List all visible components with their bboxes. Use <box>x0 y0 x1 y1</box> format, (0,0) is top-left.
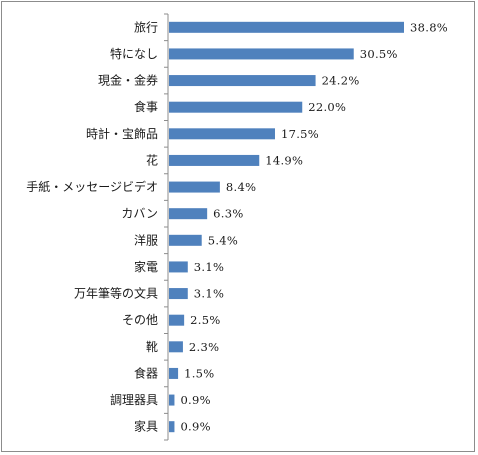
bar <box>169 421 175 433</box>
data-label: 3.1% <box>194 287 224 301</box>
bar <box>169 75 316 87</box>
category-label: 洋服 <box>134 232 158 247</box>
category-label: 旅行 <box>134 20 158 34</box>
category-label: 調理器具 <box>110 393 158 407</box>
category-label: 手紙・メッセージビデオ <box>26 179 158 194</box>
bar <box>169 101 303 113</box>
data-label: 22.0% <box>308 100 346 114</box>
category-label: 現金・金券 <box>98 73 158 88</box>
data-label: 8.4% <box>226 180 256 194</box>
bar <box>169 128 275 140</box>
category-label: 家具 <box>134 419 158 434</box>
category-label: 花 <box>146 152 158 167</box>
category-label: 靴 <box>146 340 158 354</box>
category-label: 食事 <box>134 99 158 114</box>
bar <box>169 208 208 220</box>
data-label: 5.4% <box>208 233 238 247</box>
category-label: その他 <box>122 313 158 327</box>
bar <box>169 288 188 300</box>
bar <box>169 367 179 379</box>
data-label: 30.5% <box>360 47 398 61</box>
category-label: 特になし <box>110 46 158 61</box>
bar <box>169 261 188 273</box>
bar <box>169 154 260 166</box>
data-label: 2.3% <box>189 340 219 354</box>
category-axis-ticks <box>164 13 168 441</box>
bar <box>169 314 185 326</box>
bar <box>169 181 220 193</box>
data-label: 1.5% <box>184 366 214 380</box>
bar <box>169 48 354 60</box>
bar <box>169 234 202 246</box>
category-label: 家電 <box>134 259 158 274</box>
data-label: 17.5% <box>281 127 319 141</box>
data-label: 24.2% <box>322 74 360 88</box>
bar <box>169 21 404 33</box>
data-label: 0.9% <box>180 420 210 434</box>
category-labels: 旅行特になし現金・金券食事時計・宝飾品花手紙・メッセージビデオカバン洋服家電万年… <box>26 20 158 433</box>
bar <box>169 341 183 353</box>
category-label: 食器 <box>134 365 158 380</box>
data-labels: 38.8% 30.5%24.2% 22.0% 17.5% 14.9% 8.4% 6.3% 5.… <box>180 20 448 434</box>
data-label: 0.9% <box>180 393 210 407</box>
category-label: カバン <box>121 207 158 221</box>
data-label: 3.1% <box>194 260 224 274</box>
category-label: 時計・宝飾品 <box>86 126 158 141</box>
category-label: 万年筆等の文具 <box>74 286 158 301</box>
data-label: 14.9% <box>265 153 303 167</box>
data-label: 2.5% <box>190 313 220 327</box>
bar-series <box>169 21 404 433</box>
bar <box>169 394 175 406</box>
data-label: 38.8% <box>410 20 448 34</box>
data-label: 6.3% <box>213 207 243 221</box>
